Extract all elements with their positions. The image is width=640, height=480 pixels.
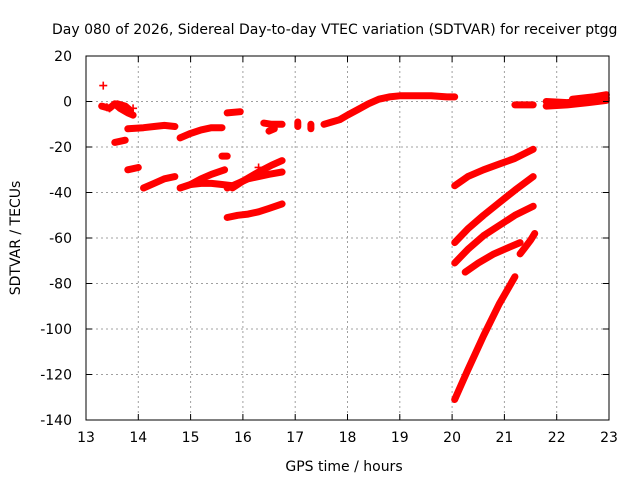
y-tick-label: -120 <box>40 368 72 384</box>
grid-lines <box>86 56 609 420</box>
x-tick-label: 13 <box>77 430 95 446</box>
data-series-s26 <box>516 230 539 258</box>
y-axis-label: SDTVAR / TECUs <box>8 181 24 296</box>
data-series-s12 <box>223 200 286 221</box>
data-series-s02 <box>113 100 134 115</box>
x-tick-label: 23 <box>600 430 618 446</box>
data-series-s03 <box>111 136 129 146</box>
y-tick-label: -140 <box>40 413 72 429</box>
data-point-marker <box>254 163 263 172</box>
x-tick-label: 20 <box>443 430 461 446</box>
data-series <box>98 81 610 403</box>
x-tick-label: 19 <box>391 430 409 446</box>
data-series-s24 <box>461 239 524 276</box>
x-tick-label: 21 <box>495 430 513 446</box>
data-series-s07 <box>176 124 226 142</box>
data-series-s15 <box>260 119 286 128</box>
chart-title: Day 080 of 2026, Sidereal Day-to-day VTE… <box>52 22 617 38</box>
x-axis-label: GPS time / hours <box>285 459 402 475</box>
y-tick-label: 0 <box>63 95 72 111</box>
data-point-marker <box>267 124 276 133</box>
data-series-s22 <box>451 173 537 247</box>
x-tick-label: 15 <box>182 430 200 446</box>
y-tick-label: -100 <box>40 322 72 338</box>
y-tick-label: -20 <box>49 140 72 156</box>
data-series-s05 <box>124 164 142 174</box>
data-series-s25 <box>451 273 519 403</box>
x-tick-label: 22 <box>548 430 566 446</box>
data-point-marker <box>99 81 108 90</box>
axis-ticks: 13 14 15 16 17 18 19 20 21 22 23 20 0 -20 -40 -60 -80 -10… <box>40 49 618 446</box>
data-series-s30 <box>568 91 610 103</box>
x-tick-label: 17 <box>286 430 304 446</box>
data-series-s11 <box>223 108 244 117</box>
data-point-marker <box>105 104 114 113</box>
data-series-s06 <box>140 173 179 192</box>
data-series-s29 <box>542 96 610 110</box>
y-tick-label: -40 <box>49 186 72 202</box>
data-series-s20 <box>320 92 459 128</box>
x-tick-label: 16 <box>234 430 252 446</box>
data-series-s04 <box>124 121 179 133</box>
y-tick-label: -60 <box>49 231 72 247</box>
data-series-s21 <box>451 145 537 190</box>
x-tick-label: 18 <box>339 430 357 446</box>
y-tick-label: -80 <box>49 277 72 293</box>
data-point-marker <box>129 104 138 113</box>
y-tick-label: 20 <box>54 49 72 65</box>
data-series-s09 <box>187 166 229 188</box>
x-tick-label: 14 <box>129 430 147 446</box>
data-series-s23 <box>451 202 537 267</box>
data-series-s14 <box>228 157 286 192</box>
